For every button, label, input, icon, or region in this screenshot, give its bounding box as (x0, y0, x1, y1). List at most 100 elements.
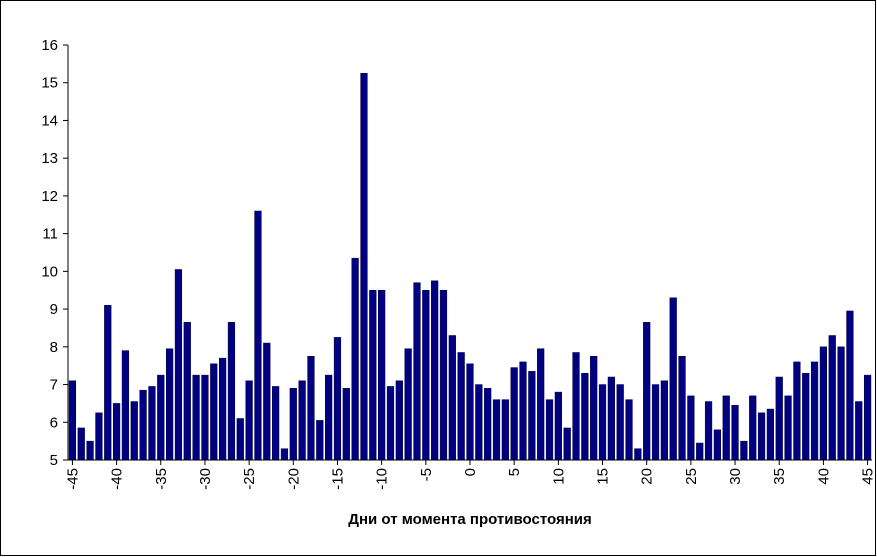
bar (298, 380, 306, 461)
bar (581, 372, 589, 461)
bar (104, 305, 112, 461)
y-tick-label: 6 (50, 414, 58, 431)
bar (360, 73, 368, 461)
y-tick-label: 16 (41, 37, 58, 54)
bar (157, 374, 165, 461)
x-tick-label: -10 (374, 468, 391, 490)
x-tick-label: 5 (506, 468, 523, 476)
bar (201, 374, 209, 461)
x-tick-label: -40 (109, 468, 126, 490)
bar (510, 367, 518, 461)
bar (95, 412, 103, 461)
bar (236, 418, 244, 461)
bar (757, 412, 766, 461)
bar (289, 388, 297, 461)
bar (484, 388, 492, 461)
bar (351, 257, 359, 461)
bar (121, 350, 130, 461)
x-tick-label: -5 (418, 468, 435, 481)
x-tick-label: -30 (197, 468, 214, 490)
bar (501, 399, 509, 461)
x-tick-label: 30 (727, 468, 744, 485)
bar (342, 388, 350, 461)
bar (165, 348, 174, 461)
bar (174, 269, 183, 461)
x-tick-label: 45 (860, 468, 877, 485)
x-tick-label: 0 (462, 468, 479, 476)
bar (325, 374, 333, 461)
bar (112, 403, 121, 461)
bar (775, 376, 783, 461)
bar (263, 342, 271, 461)
x-tick-label: -15 (329, 468, 346, 490)
y-tick-label: 10 (41, 263, 58, 280)
bar (369, 289, 377, 461)
bar (386, 386, 395, 461)
bar (466, 363, 474, 461)
bar (660, 380, 668, 461)
bar (475, 384, 483, 461)
bar (457, 352, 465, 461)
y-tick-label: 13 (41, 150, 58, 167)
bar (378, 289, 386, 461)
y-tick-label: 15 (41, 75, 58, 92)
bar (713, 429, 721, 461)
bar (616, 384, 624, 461)
bar (210, 363, 218, 461)
bar (704, 401, 713, 461)
bar (130, 401, 138, 461)
x-tick-label: 35 (771, 468, 788, 485)
bar (448, 335, 456, 461)
bar (492, 399, 501, 461)
bar (766, 408, 775, 461)
bar (439, 289, 448, 461)
bar (722, 395, 730, 461)
bar (598, 384, 607, 461)
bar (148, 386, 156, 461)
x-tick-label: 10 (550, 468, 567, 485)
bar (863, 374, 872, 461)
bar (837, 346, 845, 461)
x-tick-label: -25 (241, 468, 258, 490)
bar (802, 372, 810, 461)
bar (749, 395, 757, 461)
x-tick-label: -35 (153, 468, 170, 490)
bar (280, 448, 289, 461)
bar (519, 361, 527, 461)
bar (855, 401, 863, 461)
bar (545, 399, 554, 461)
bar (669, 297, 677, 461)
bar (651, 384, 660, 461)
bar (607, 376, 615, 461)
x-tick-label: 40 (815, 468, 832, 485)
bar (254, 210, 262, 461)
bar (68, 380, 77, 461)
bar (590, 356, 598, 461)
bar (192, 374, 200, 461)
bar (678, 356, 686, 461)
bar (572, 352, 580, 461)
bar (563, 427, 571, 461)
bar (139, 389, 147, 461)
bar (77, 427, 85, 461)
bar (696, 442, 704, 461)
x-tick-label: 20 (639, 468, 656, 485)
x-tick-label: -45 (64, 468, 81, 490)
bar (634, 448, 642, 461)
bar (333, 337, 342, 461)
bar (846, 310, 854, 461)
bar (810, 361, 819, 461)
bar (828, 335, 836, 461)
bar (731, 405, 739, 461)
bar (395, 380, 403, 461)
x-tick-label: 15 (595, 468, 612, 485)
bar (784, 395, 792, 461)
x-tick-label: -20 (285, 468, 302, 490)
y-tick-label: 9 (50, 301, 58, 318)
bar (245, 380, 253, 461)
bar (272, 386, 280, 461)
bar (316, 420, 324, 461)
bar (625, 399, 633, 461)
